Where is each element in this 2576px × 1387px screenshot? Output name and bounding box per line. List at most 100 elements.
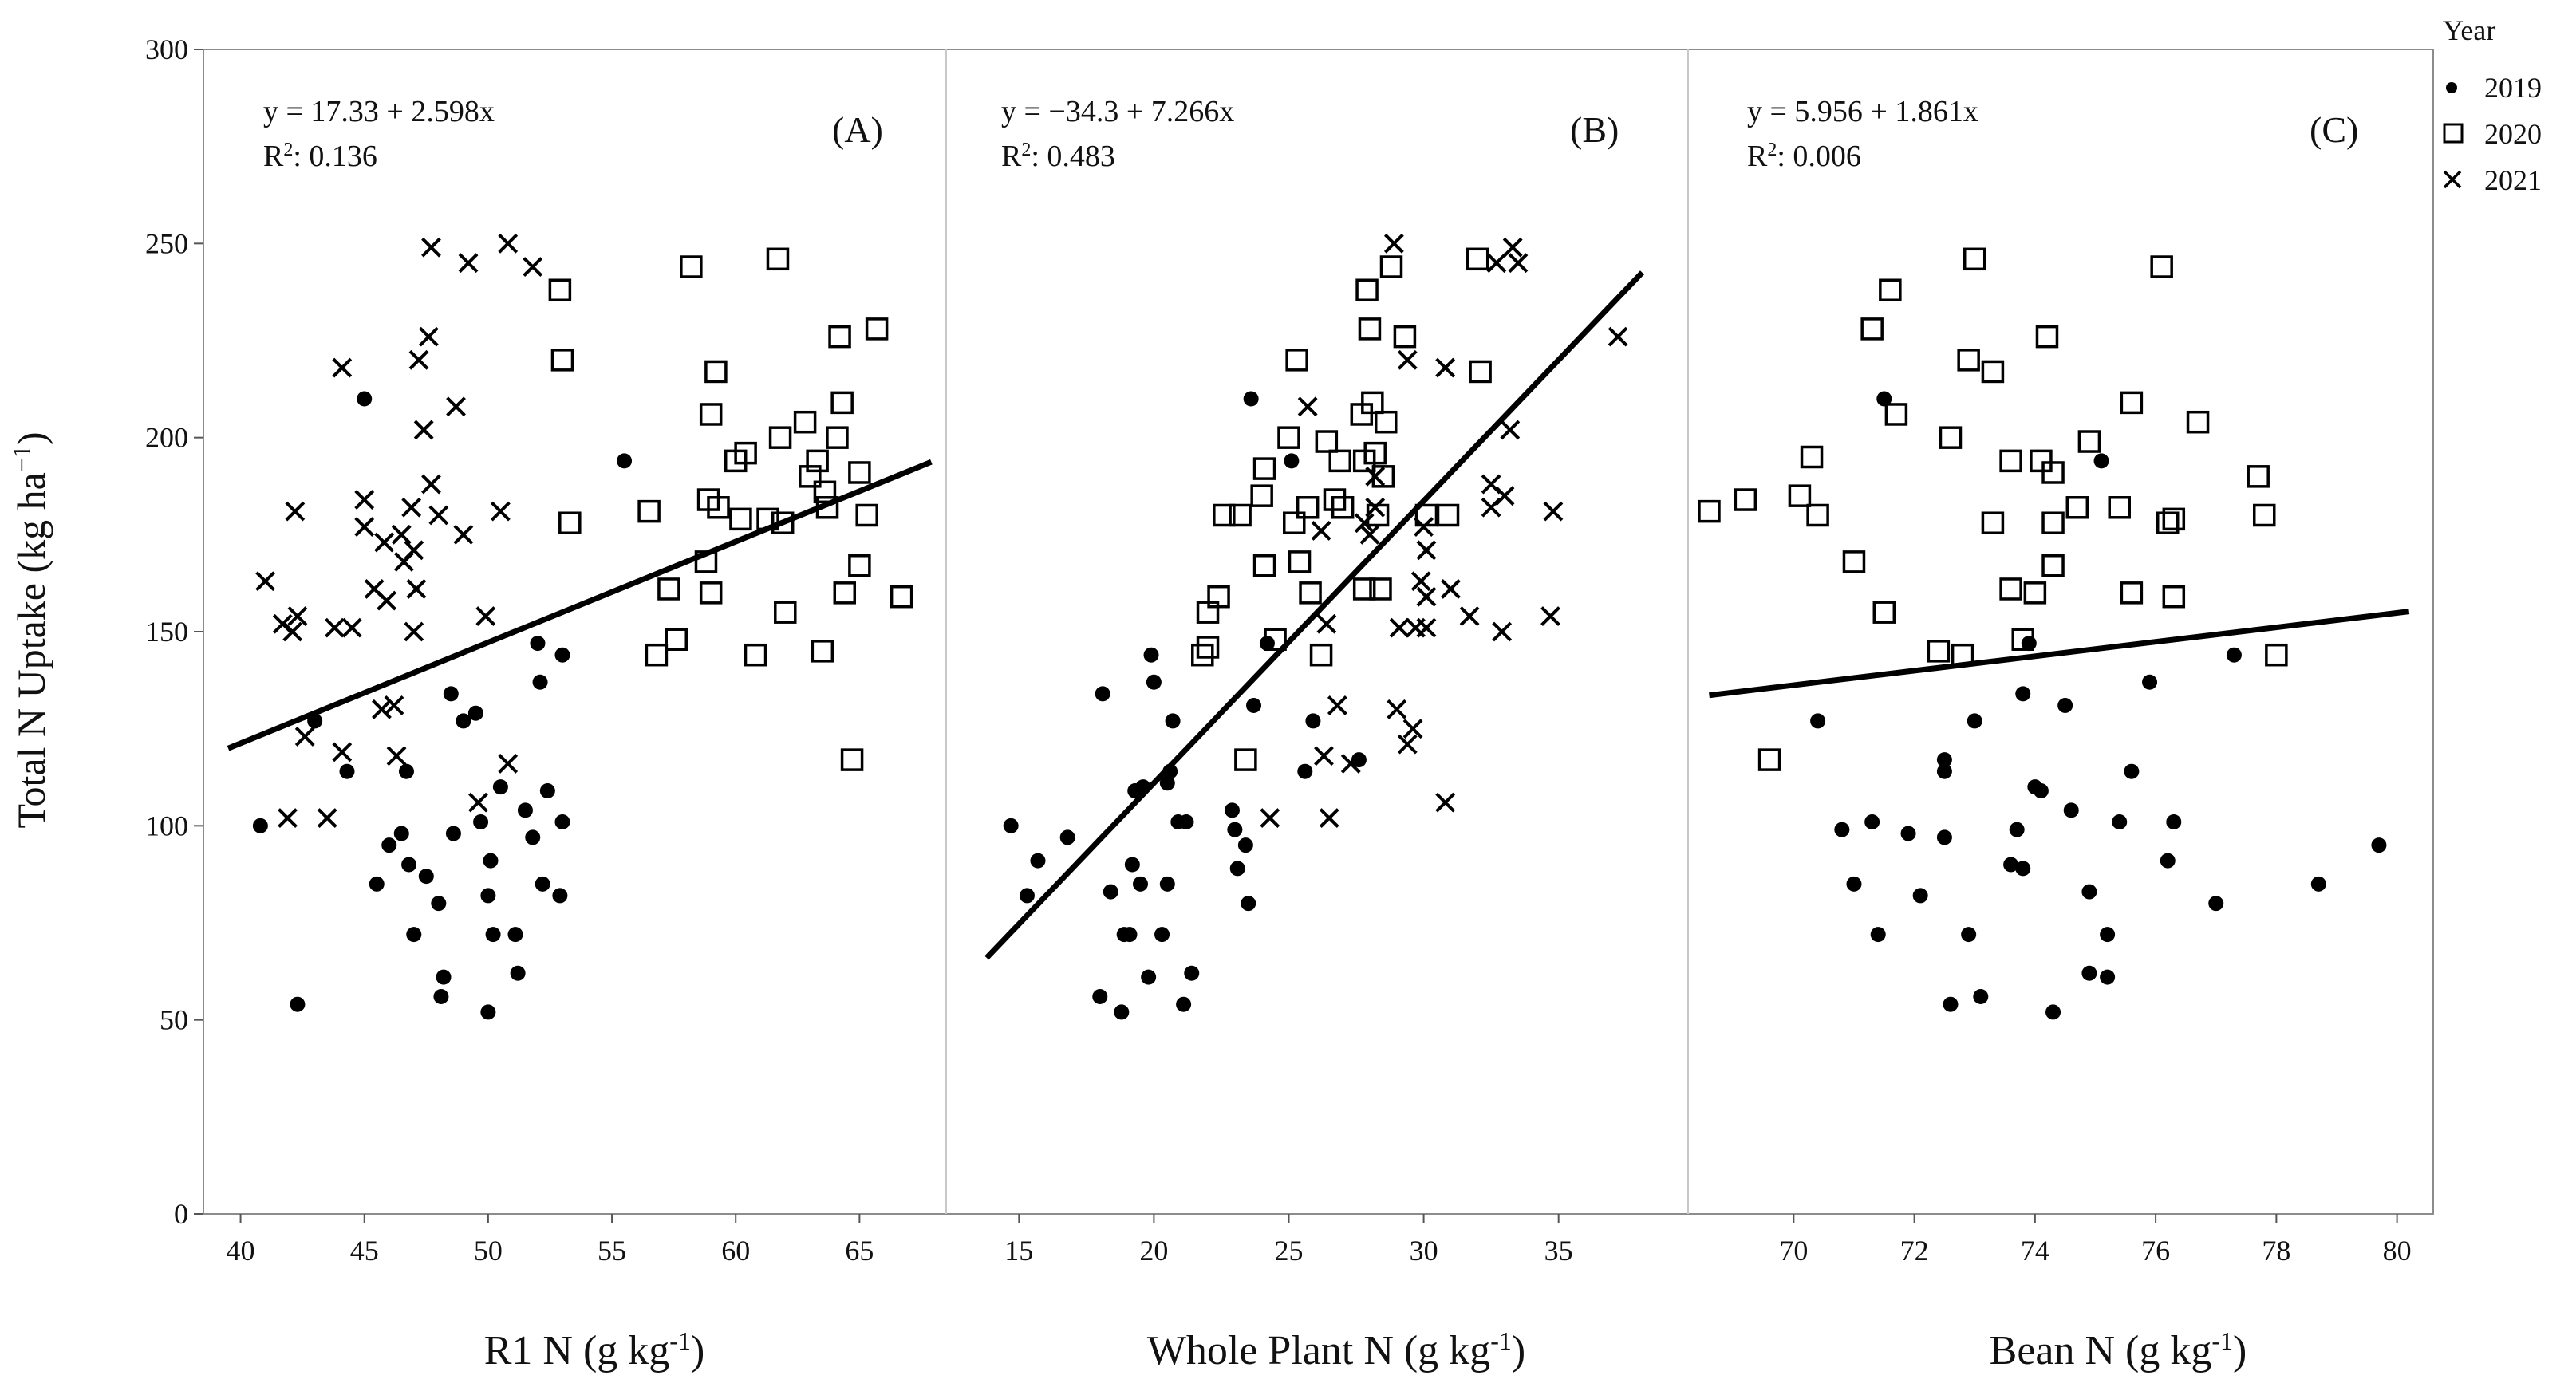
y-tick-label: 100 [145, 810, 188, 841]
point-2021 [332, 742, 353, 762]
legend: Year 2019 2020 2021 [2443, 14, 2542, 196]
panel-a: 40 45 50 55 60 65 y = 17.33 + 2.598x R2: 0.13… [227, 95, 933, 1373]
point-2020 [1939, 426, 1963, 449]
point-2021 [421, 237, 441, 258]
point-2020 [2108, 496, 2131, 519]
point-2020 [1229, 503, 1252, 527]
point-2019 [1870, 927, 1886, 943]
point-2020 [1288, 550, 1312, 573]
point-2019 [2081, 884, 2097, 900]
point-2021 [1340, 754, 1361, 774]
point-2019 [1146, 674, 1162, 690]
point-2020 [1234, 748, 1257, 771]
point-2020 [890, 585, 913, 609]
point-2020 [806, 449, 829, 473]
point-2020 [1466, 247, 1489, 271]
point-2020 [2065, 496, 2089, 519]
panel-b-label: (B) [1570, 109, 1619, 150]
panel-c-x-tick-label: 74 [2021, 1235, 2049, 1267]
point-2020 [1879, 278, 1902, 301]
point-2019 [507, 927, 523, 943]
point-2021 [1543, 501, 1564, 522]
point-2020 [1315, 430, 1339, 453]
point-2019 [1961, 927, 1977, 943]
point-2021 [1502, 237, 1523, 258]
point-2020 [2186, 410, 2210, 434]
point-2021 [325, 617, 345, 638]
point-2020 [1999, 577, 2022, 601]
y-axis-label: Total N Uptake (kg ha−1) [7, 431, 53, 828]
point-2020 [1379, 255, 1403, 278]
point-2020 [2077, 430, 2101, 453]
point-2019 [1284, 453, 1300, 469]
point-2019 [307, 713, 323, 729]
point-2020 [2120, 581, 2144, 605]
point-2021 [490, 501, 511, 522]
point-2019 [1122, 927, 1138, 943]
point-2020 [1951, 643, 1974, 667]
point-2019 [517, 802, 533, 818]
point-2021 [1319, 808, 1339, 829]
point-2019 [510, 965, 526, 981]
legend-title: Year [2443, 14, 2495, 46]
point-2021 [317, 808, 337, 829]
y-tick-label: 250 [145, 227, 188, 259]
y-tick-label: 300 [145, 33, 188, 65]
point-2020 [2156, 511, 2180, 534]
point-2019 [1936, 752, 1952, 768]
point-2020 [774, 601, 797, 624]
point-2020 [1328, 449, 1351, 473]
point-2020 [1999, 449, 2022, 473]
point-2020 [1884, 403, 1908, 426]
point-2021 [1416, 586, 1437, 607]
point-2020 [768, 426, 792, 449]
point-2021 [1410, 571, 1431, 592]
y-tick-label: 0 [174, 1198, 188, 1230]
point-2021 [1365, 466, 1386, 487]
point-2019 [357, 391, 373, 407]
point-2020 [1285, 349, 1308, 372]
panel-a-equation: y = 17.33 + 2.598x [263, 95, 495, 128]
point-2021 [1608, 326, 1628, 347]
point-2019 [339, 763, 355, 779]
point-2019 [1237, 837, 1253, 853]
legend-marker-2020 [2443, 123, 2464, 144]
point-2020 [1296, 496, 1320, 519]
point-2019 [1912, 888, 1928, 904]
point-2021 [1416, 540, 1437, 561]
point-2020 [2011, 628, 2034, 651]
legend-marker-2021 [2443, 170, 2462, 189]
point-2019 [2003, 857, 2019, 873]
point-2019 [1227, 822, 1243, 837]
panel-c-equation: y = 5.956 + 1.861x [1747, 95, 1978, 128]
point-2019 [418, 869, 434, 885]
point-2021 [282, 621, 303, 642]
point-2020 [811, 640, 834, 663]
point-2019 [554, 647, 570, 663]
point-2020 [1191, 643, 1214, 667]
panel-c-x-tick-label: 70 [1779, 1235, 1808, 1267]
point-2019 [1143, 647, 1159, 663]
panel-c-fit-line [1709, 609, 2410, 699]
point-2020 [744, 643, 767, 667]
point-2019 [1936, 829, 1952, 845]
point-2020 [1331, 496, 1355, 519]
y-tick-label: 50 [160, 1004, 188, 1036]
point-2021 [498, 233, 519, 254]
point-2019 [1351, 752, 1367, 768]
point-2019 [1030, 853, 1046, 869]
point-2019 [1297, 763, 1313, 779]
point-2019 [530, 636, 546, 652]
point-2020 [699, 403, 723, 426]
point-2021 [332, 357, 353, 378]
point-2019 [2015, 686, 2031, 702]
panel-c-x-tick-label: 72 [1900, 1235, 1929, 1267]
point-2020 [645, 643, 669, 667]
point-2020 [855, 503, 878, 527]
point-2020 [2150, 255, 2173, 278]
point-2019 [1184, 965, 1200, 981]
point-2019 [1003, 818, 1019, 833]
point-2019 [431, 896, 447, 912]
point-2020 [1252, 457, 1276, 480]
point-2019 [1936, 763, 1952, 779]
